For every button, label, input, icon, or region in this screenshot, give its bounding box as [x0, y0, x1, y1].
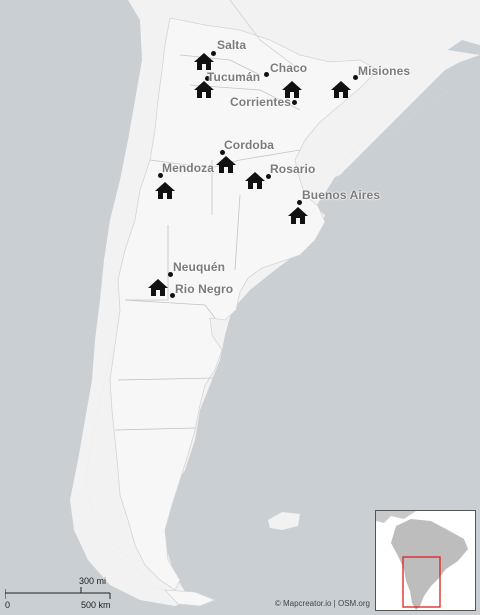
label-rosario: Rosario: [270, 162, 316, 176]
land-tierra-del-fuego: [164, 589, 217, 607]
scale-bar-lines: [5, 587, 111, 599]
city-dot-cordoba: [220, 150, 225, 155]
inset-locator-map: [375, 510, 476, 611]
house-icon[interactable]: [193, 52, 215, 71]
rivers: [229, 0, 480, 206]
label-buenos-aires: Buenos Aires: [302, 188, 381, 202]
scale-bar: 300 mi 0 500 km: [5, 575, 115, 615]
house-icon[interactable]: [215, 155, 237, 174]
city-dot-misiones: [353, 75, 358, 80]
label-neuquen: Neuquén: [173, 260, 226, 274]
land-falklands: [268, 512, 300, 530]
city-dot-rosario: [266, 174, 271, 179]
city-dot-neuquen: [168, 272, 173, 277]
attribution[interactable]: © Mapcreator.io | OSM.org: [274, 599, 370, 608]
inset-continent: [376, 511, 468, 610]
city-dot-corrientes: [292, 100, 297, 105]
house-icon[interactable]: [154, 181, 176, 200]
house-icon[interactable]: [281, 80, 303, 99]
house-icon[interactable]: [330, 80, 352, 99]
label-tucuman: Tucumán: [207, 70, 261, 84]
label-misiones: Misiones: [358, 64, 411, 78]
city-dot-chaco: [264, 72, 269, 77]
city-dot-mendoza: [158, 173, 163, 178]
scale-label-miles: 300 mi: [79, 576, 107, 586]
label-chaco: Chaco: [270, 61, 308, 75]
scale-label-zero: 0: [5, 600, 11, 610]
label-rio-negro: Rio Negro: [175, 282, 234, 296]
house-icon[interactable]: [147, 278, 169, 297]
scale-label-km: 500 km: [81, 600, 111, 610]
city-dot-rio-negro: [170, 293, 175, 298]
city-dot-tucuman: [205, 76, 210, 81]
house-icon[interactable]: [287, 206, 309, 225]
house-icon[interactable]: [193, 80, 215, 99]
label-salta: Salta: [217, 38, 247, 52]
city-dot-buenos-aires: [297, 200, 302, 205]
house-icon[interactable]: [244, 171, 266, 190]
label-mendoza: Mendoza: [162, 161, 215, 175]
land-argentina: [109, 17, 379, 591]
city-dot-salta: [211, 51, 216, 56]
label-corrientes: Corrientes: [230, 95, 292, 109]
province-borders: [114, 54, 301, 431]
label-cordoba: Cordoba: [224, 138, 275, 152]
